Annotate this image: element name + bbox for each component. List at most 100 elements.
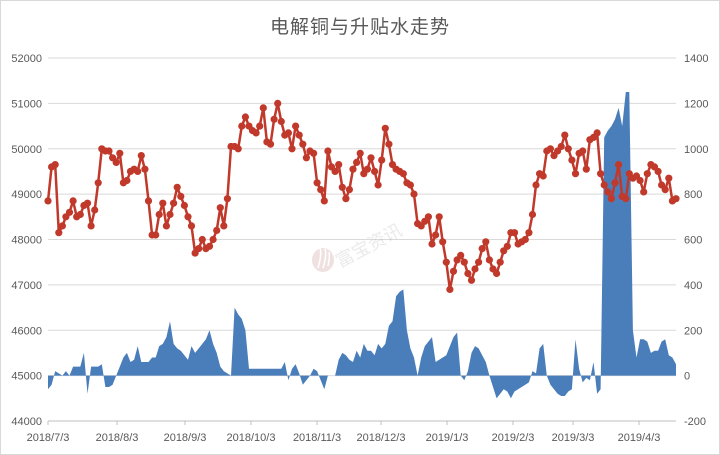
price-marker: [503, 242, 511, 250]
spread-area-series: [48, 92, 676, 399]
y-axis-left: 44000 45000 46000 47000 48000 49000 50000 51000…: [11, 53, 42, 428]
price-marker: [367, 154, 375, 162]
y-left-tick-label: 50000: [11, 144, 42, 156]
price-marker: [532, 181, 540, 189]
price-marker: [55, 229, 63, 237]
y-left-tick-label: 49000: [11, 189, 42, 201]
price-marker: [123, 176, 131, 185]
price-marker: [607, 195, 616, 203]
price-marker: [313, 179, 321, 187]
price-marker: [428, 240, 436, 248]
price-marker: [220, 222, 228, 230]
price-marker: [385, 140, 393, 148]
price-marker: [342, 195, 350, 203]
price-marker: [170, 199, 178, 207]
price-marker: [292, 122, 300, 130]
price-marker: [464, 269, 472, 278]
price-marker: [302, 154, 310, 162]
price-marker: [205, 242, 214, 250]
price-marker: [152, 231, 160, 239]
price-marker: [338, 183, 346, 191]
price-marker: [195, 245, 203, 253]
price-marker: [162, 222, 170, 230]
y-left-tick-label: 45000: [11, 371, 42, 383]
y-left-tick-label: 52000: [11, 53, 42, 65]
price-marker: [561, 131, 569, 139]
price-marker: [597, 170, 605, 178]
price-marker: [44, 197, 52, 205]
price-marker: [482, 238, 490, 246]
x-tick-label: 2018/7/3: [27, 432, 70, 444]
chart-title: 电解铜与升贴水走势: [269, 16, 450, 38]
copper-price-line-series: [44, 99, 680, 293]
y-right-tick-label: 600: [684, 235, 702, 247]
x-tick-label: 2018/10/3: [227, 432, 276, 444]
price-marker: [636, 176, 644, 185]
price-marker: [288, 145, 296, 153]
x-tick-label: 2018/11/3: [293, 432, 341, 444]
x-tick-label: 2018/12/3: [357, 432, 406, 444]
price-marker: [51, 161, 59, 169]
price-marker: [432, 231, 440, 239]
price-marker: [83, 199, 92, 207]
price-marker: [564, 145, 572, 153]
price-marker: [223, 195, 231, 203]
price-marker: [335, 161, 343, 169]
price-marker: [654, 167, 662, 175]
spread-area: [48, 92, 676, 399]
price-marker: [284, 129, 292, 137]
price-marker: [112, 158, 120, 166]
price-marker: [435, 213, 443, 221]
price-marker: [234, 145, 242, 153]
price-marker: [310, 149, 318, 157]
price-marker: [266, 140, 275, 148]
price-marker: [69, 197, 77, 205]
price-marker: [582, 165, 590, 173]
x-tick-label: 2018/8/3: [96, 432, 139, 444]
y-right-tick-label: -200: [684, 416, 706, 428]
x-tick-label: 2019/1/3: [426, 432, 469, 444]
price-marker: [238, 122, 246, 130]
price-marker: [241, 113, 249, 121]
price-marker: [105, 147, 113, 155]
price-marker: [485, 256, 493, 264]
price-marker: [295, 131, 303, 139]
price-marker: [593, 129, 601, 137]
price-marker: [141, 165, 149, 173]
price-marker: [424, 213, 432, 221]
price-marker: [155, 210, 163, 219]
price-marker: [460, 258, 468, 266]
price-marker: [449, 267, 458, 275]
price-marker: [134, 167, 142, 175]
price-marker: [256, 122, 264, 130]
price-marker: [259, 104, 267, 112]
price-marker: [378, 156, 386, 164]
price-marker: [525, 229, 533, 237]
y-right-tick-label: 0: [684, 371, 690, 383]
y-right-tick-label: 800: [684, 189, 702, 201]
price-marker: [471, 265, 479, 273]
y-left-tick-label: 44000: [11, 416, 42, 428]
price-marker: [571, 170, 580, 178]
price-marker: [457, 251, 465, 259]
price-marker: [317, 186, 325, 194]
price-marker: [198, 235, 206, 244]
price-marker: [252, 129, 260, 137]
price-marker: [661, 186, 669, 194]
price-marker: [406, 181, 414, 189]
price-marker: [672, 195, 680, 203]
price-marker: [439, 238, 447, 246]
price-marker: [446, 285, 454, 293]
price-marker: [371, 167, 379, 175]
price-marker: [209, 235, 217, 244]
price-marker: [510, 229, 519, 237]
price-marker: [604, 188, 612, 196]
price-marker: [144, 197, 153, 205]
y-right-tick-label: 200: [684, 325, 702, 337]
price-marker: [467, 276, 476, 284]
y-left-tick-label: 47000: [11, 280, 42, 292]
watermark-logo: 富宝资讯: [312, 220, 406, 272]
price-marker: [381, 124, 389, 132]
price-marker: [274, 99, 282, 107]
price-marker: [557, 142, 565, 151]
